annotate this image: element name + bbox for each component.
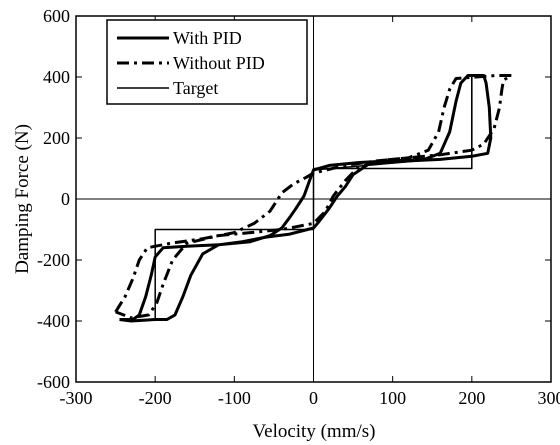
- series-line-without-pid-1: [114, 74, 513, 320]
- y-tick-label: 600: [43, 6, 70, 26]
- legend-label: Without PID: [173, 53, 265, 73]
- series-layer: [114, 74, 513, 323]
- x-tick-label: 100: [379, 388, 406, 408]
- series-line-with-pid-0: [119, 74, 493, 323]
- legend-box: [106, 19, 308, 105]
- series-line-target-3: [313, 77, 473, 171]
- x-tick-label: -100: [218, 388, 251, 408]
- x-tick-label: -300: [60, 388, 93, 408]
- y-tick-label: 0: [61, 189, 70, 209]
- legend: With PID Without PID Target: [106, 19, 308, 105]
- y-tick-label: -400: [37, 311, 70, 331]
- x-tick-label: 0: [309, 388, 318, 408]
- y-tick-label: 400: [43, 67, 70, 87]
- y-tick-label: -600: [37, 372, 70, 392]
- legend-label: Target: [173, 78, 218, 98]
- y-tick-label: 200: [43, 128, 70, 148]
- ticks-layer: -300 -200 -100 0 100 200 300 -600 -400 -200 0 200 40…: [37, 6, 560, 408]
- x-axis-label: Velocity (mm/s): [253, 421, 376, 442]
- legend-label: With PID: [173, 28, 242, 48]
- x-tick-label: 200: [458, 388, 485, 408]
- y-axis-label: Damping Force (N): [12, 124, 33, 274]
- y-tick-label: -200: [37, 250, 70, 270]
- x-tick-label: -200: [139, 388, 172, 408]
- x-tick-label: 300: [538, 388, 560, 408]
